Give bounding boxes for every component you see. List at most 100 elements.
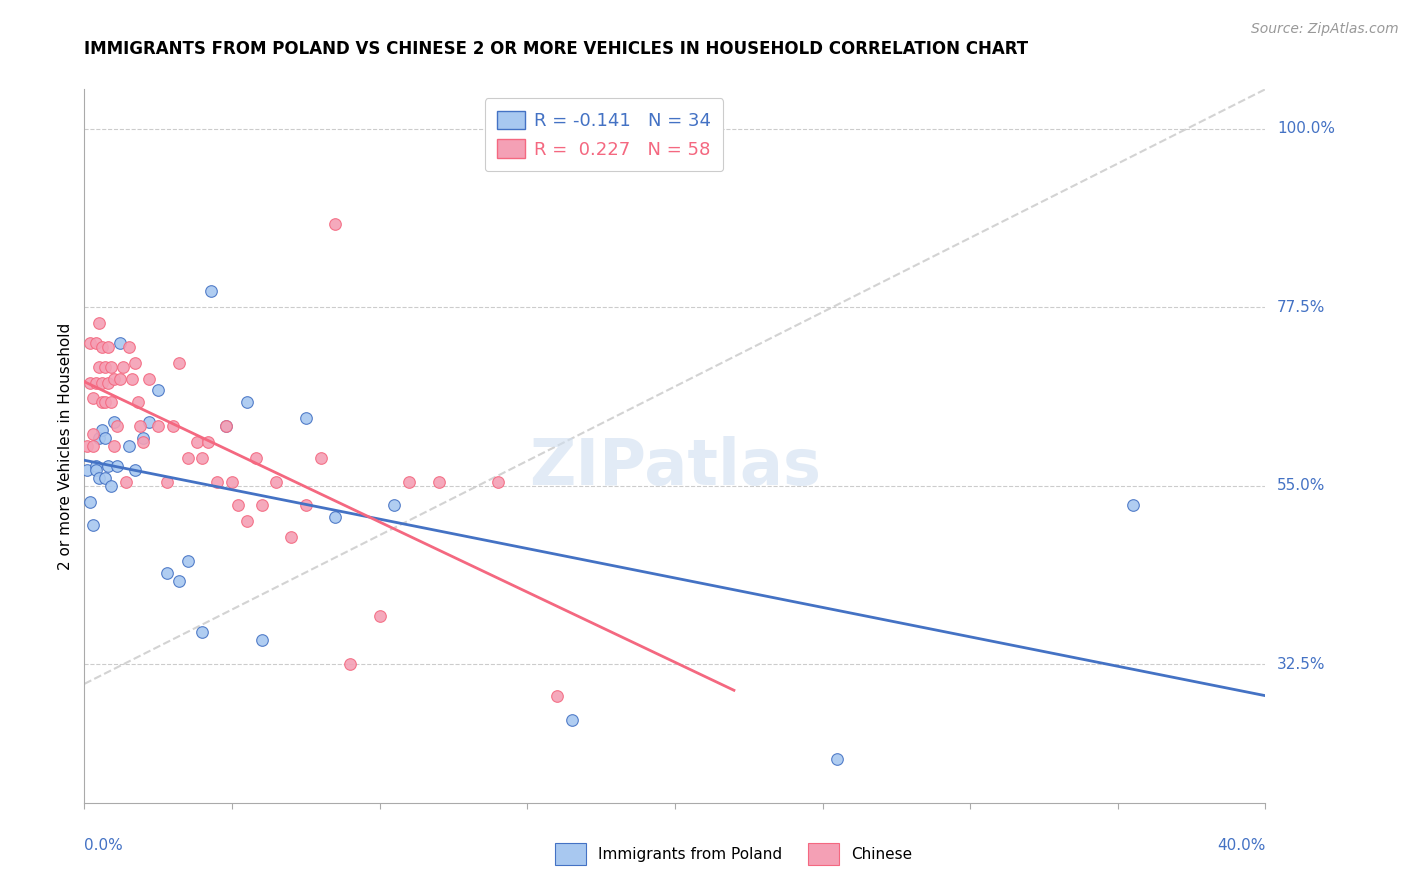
- Point: [1122, 499, 1144, 513]
- Point: [87, 316, 111, 330]
- Point: [205, 475, 228, 489]
- Point: [191, 450, 214, 465]
- Text: Chinese: Chinese: [851, 847, 911, 862]
- Point: [91, 376, 114, 390]
- Point: [84, 335, 107, 350]
- Point: [245, 450, 267, 465]
- Point: [323, 510, 347, 524]
- Point: [82, 439, 104, 453]
- Point: [167, 574, 190, 588]
- Point: [105, 419, 128, 434]
- Point: [250, 499, 273, 513]
- Point: [118, 340, 141, 354]
- Point: [138, 371, 160, 385]
- Point: [76, 439, 98, 453]
- Point: [215, 419, 238, 434]
- Point: [94, 359, 117, 374]
- Point: [97, 376, 120, 390]
- Point: [124, 463, 146, 477]
- Point: [280, 530, 302, 544]
- Point: [226, 499, 249, 513]
- Point: [79, 335, 101, 350]
- Y-axis label: 2 or more Vehicles in Household: 2 or more Vehicles in Household: [58, 322, 73, 570]
- Point: [132, 435, 155, 450]
- Point: [100, 478, 122, 492]
- Point: [97, 458, 120, 473]
- Point: [486, 475, 509, 489]
- Text: Immigrants from Poland: Immigrants from Poland: [598, 847, 782, 862]
- Point: [94, 471, 117, 485]
- Point: [108, 371, 131, 385]
- Point: [148, 384, 170, 398]
- Point: [87, 471, 111, 485]
- Point: [76, 463, 98, 477]
- Point: [398, 475, 420, 489]
- Point: [84, 463, 107, 477]
- Point: [200, 285, 222, 299]
- Point: [91, 423, 114, 437]
- Point: [87, 431, 111, 445]
- Point: [167, 356, 190, 370]
- Point: [124, 356, 146, 370]
- Point: [156, 566, 179, 580]
- Point: [560, 713, 583, 727]
- Point: [87, 359, 111, 374]
- Text: 77.5%: 77.5%: [1277, 300, 1326, 315]
- Point: [84, 458, 107, 473]
- Point: [546, 689, 568, 703]
- Point: [132, 431, 155, 445]
- Point: [197, 435, 219, 450]
- Text: ZIPatlas: ZIPatlas: [529, 436, 821, 499]
- Point: [191, 625, 214, 640]
- Point: [339, 657, 361, 671]
- Text: 40.0%: 40.0%: [1218, 838, 1265, 854]
- Point: [368, 609, 391, 624]
- Point: [264, 475, 288, 489]
- Legend: R = -0.141   N = 34, R =  0.227   N = 58: R = -0.141 N = 34, R = 0.227 N = 58: [485, 98, 723, 171]
- Point: [105, 458, 128, 473]
- Point: [82, 518, 104, 533]
- Text: 32.5%: 32.5%: [1277, 657, 1326, 672]
- Point: [79, 494, 101, 508]
- Point: [103, 371, 125, 385]
- Text: 0.0%: 0.0%: [84, 838, 124, 854]
- Point: [138, 415, 160, 429]
- Point: [156, 475, 179, 489]
- Point: [97, 340, 120, 354]
- Point: [186, 435, 208, 450]
- Point: [215, 419, 238, 434]
- Point: [103, 415, 125, 429]
- Text: Source: ZipAtlas.com: Source: ZipAtlas.com: [1251, 22, 1399, 37]
- Point: [121, 371, 143, 385]
- Point: [250, 633, 273, 648]
- Point: [129, 419, 152, 434]
- Point: [91, 340, 114, 354]
- Point: [84, 376, 107, 390]
- Point: [111, 359, 134, 374]
- Point: [108, 335, 131, 350]
- Point: [100, 395, 122, 409]
- Point: [177, 450, 200, 465]
- Text: IMMIGRANTS FROM POLAND VS CHINESE 2 OR MORE VEHICLES IN HOUSEHOLD CORRELATION CH: IMMIGRANTS FROM POLAND VS CHINESE 2 OR M…: [84, 40, 1028, 58]
- Point: [295, 499, 318, 513]
- Point: [94, 431, 117, 445]
- Point: [235, 395, 259, 409]
- Point: [127, 395, 149, 409]
- Point: [162, 419, 184, 434]
- Point: [382, 499, 406, 513]
- Point: [427, 475, 450, 489]
- Point: [103, 439, 125, 453]
- Point: [82, 427, 104, 442]
- Text: 100.0%: 100.0%: [1277, 121, 1336, 136]
- Point: [100, 359, 122, 374]
- Point: [235, 514, 259, 528]
- Point: [221, 475, 243, 489]
- Point: [114, 475, 136, 489]
- Point: [177, 554, 200, 568]
- Point: [827, 752, 849, 766]
- Point: [82, 392, 104, 406]
- Point: [148, 419, 170, 434]
- Point: [323, 217, 347, 231]
- Point: [91, 395, 114, 409]
- Point: [295, 411, 318, 425]
